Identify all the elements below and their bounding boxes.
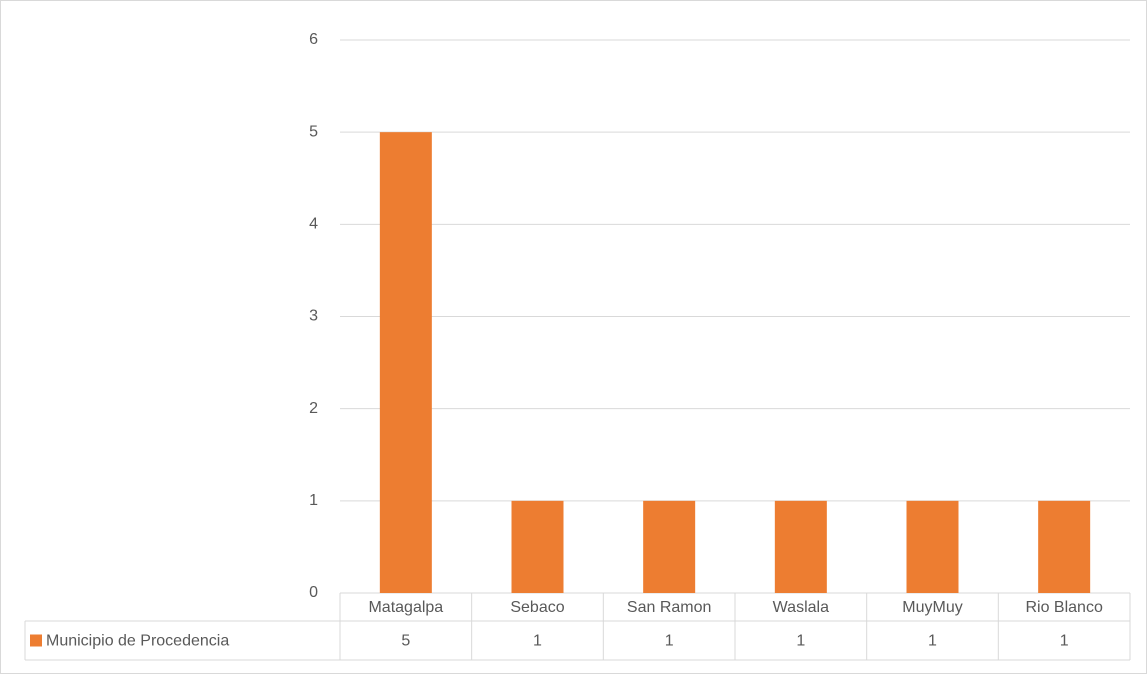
- bar: [511, 500, 564, 593]
- bar: [906, 500, 959, 593]
- legend-label: Municipio de Procedencia: [46, 633, 229, 650]
- bar: [1038, 500, 1091, 593]
- x-tick-label: Rio Blanco: [1025, 599, 1102, 616]
- table-value: 1: [665, 633, 674, 650]
- table-value: 1: [1060, 633, 1069, 650]
- y-tick-label: 0: [309, 584, 318, 601]
- x-tick-label: Sebaco: [510, 599, 564, 616]
- table-value: 1: [928, 633, 937, 650]
- y-tick-label: 1: [309, 492, 318, 509]
- table-value: 1: [533, 633, 542, 650]
- y-tick-label: 3: [309, 308, 318, 325]
- bar: [774, 500, 827, 593]
- y-tick-label: 2: [309, 400, 318, 417]
- bar: [379, 132, 432, 593]
- legend-swatch: [30, 634, 42, 647]
- x-tick-label: San Ramon: [627, 599, 712, 616]
- bar: [643, 500, 696, 593]
- x-tick-label: Waslala: [773, 599, 829, 616]
- table-value: 1: [796, 633, 805, 650]
- x-tick-label: MuyMuy: [902, 599, 962, 616]
- table-value: 5: [401, 633, 410, 650]
- y-tick-label: 4: [309, 216, 318, 233]
- y-tick-label: 6: [309, 31, 318, 48]
- x-tick-label: Matagalpa: [368, 599, 443, 616]
- y-tick-label: 5: [309, 123, 318, 140]
